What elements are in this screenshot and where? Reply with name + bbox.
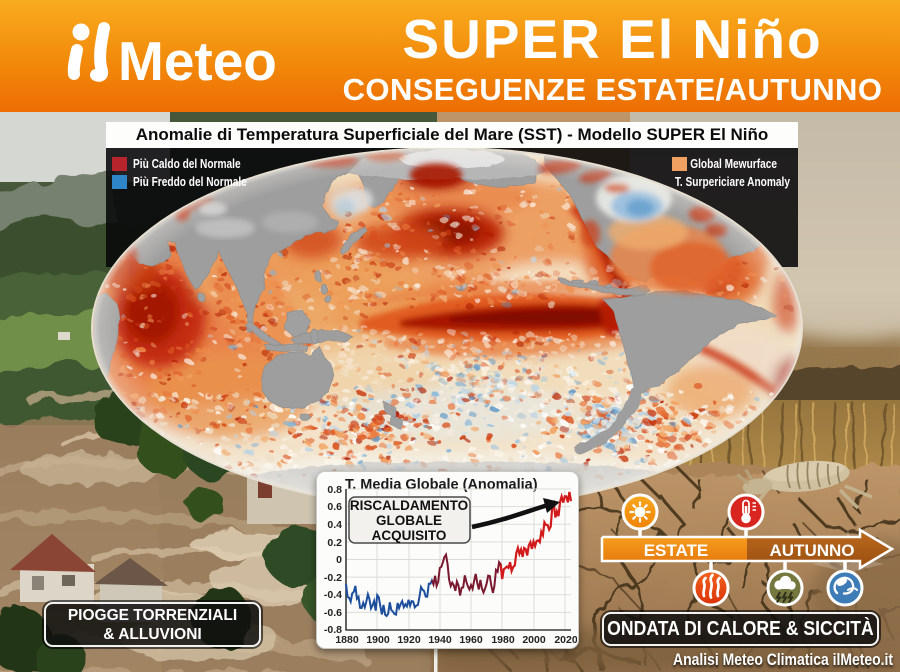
svg-text:0.6: 0.6 [327,501,342,513]
svg-text:GLOBALE: GLOBALE [376,513,442,528]
svg-text:1940: 1940 [428,634,452,646]
svg-text:1920: 1920 [397,634,421,646]
svg-text:RISCALDAMENTO: RISCALDAMENTO [350,498,468,513]
svg-text:-0.6: -0.6 [324,607,342,619]
svg-text:2020: 2020 [554,634,577,646]
svg-text:1880: 1880 [335,634,359,646]
svg-text:0.8: 0.8 [327,484,342,496]
svg-text:ESTATE: ESTATE [644,541,709,560]
svg-text:-0.8: -0.8 [324,624,342,636]
svg-text:0.4: 0.4 [327,519,342,531]
svg-text:1980: 1980 [491,634,515,646]
svg-text:Meteo: Meteo [118,30,277,92]
svg-text:1900: 1900 [366,634,390,646]
svg-text:ACQUISITO: ACQUISITO [372,528,447,543]
svg-text:AUTUNNO: AUTUNNO [770,541,855,560]
svg-text:-0.4: -0.4 [324,589,342,601]
svg-text:-0.2: -0.2 [324,572,342,584]
svg-text:T. Media Globale (Anomalia): T. Media Globale (Anomalia) [345,477,538,493]
svg-text:1960: 1960 [459,634,483,646]
svg-text:0.2: 0.2 [327,537,342,549]
svg-text:0: 0 [336,554,342,566]
svg-text:2000: 2000 [522,634,546,646]
